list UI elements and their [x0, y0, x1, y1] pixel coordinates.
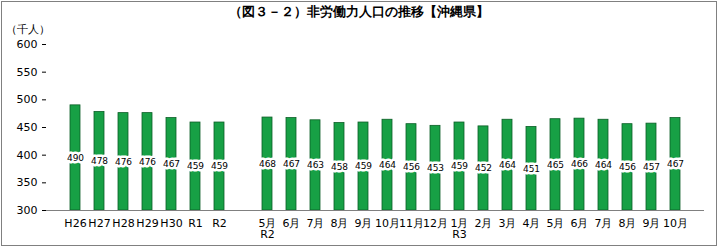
svg-text:500: 500 — [17, 93, 38, 106]
svg-text:H26: H26 — [64, 217, 86, 230]
svg-text:10月: 10月 — [375, 217, 400, 230]
svg-text:457: 457 — [643, 162, 660, 172]
svg-text:4月: 4月 — [523, 217, 541, 230]
svg-text:468: 468 — [259, 159, 276, 169]
svg-text:490: 490 — [67, 153, 84, 163]
svg-text:466: 466 — [571, 159, 588, 169]
svg-text:1月R3: 1月R3 — [451, 217, 469, 241]
svg-text:8月: 8月 — [331, 217, 349, 230]
svg-text:H29: H29 — [136, 217, 158, 230]
svg-text:600: 600 — [17, 38, 38, 51]
svg-text:H30: H30 — [160, 217, 182, 230]
svg-text:452: 452 — [475, 163, 492, 173]
svg-text:R2: R2 — [212, 217, 227, 230]
html-text:（図３－２）非労働力人口の推移【沖縄県】: （図３－２）非労働力人口の推移【沖縄県】 — [229, 4, 489, 19]
svg-text:12月: 12月 — [423, 217, 448, 230]
svg-text:H27: H27 — [88, 217, 110, 230]
svg-text:451: 451 — [523, 164, 540, 174]
svg-text:459: 459 — [211, 161, 228, 171]
svg-text:（千人）: （千人） — [6, 23, 50, 36]
svg-text:464: 464 — [595, 160, 612, 170]
svg-text:300: 300 — [17, 204, 38, 217]
svg-text:10月: 10月 — [663, 217, 688, 230]
svg-text:6月: 6月 — [283, 217, 301, 230]
svg-text:467: 467 — [283, 159, 300, 169]
svg-text:463: 463 — [307, 160, 324, 170]
svg-text:5月R2: 5月R2 — [259, 217, 277, 241]
svg-text:7月: 7月 — [307, 217, 325, 230]
svg-text:464: 464 — [379, 160, 396, 170]
svg-text:456: 456 — [403, 162, 420, 172]
svg-text:467: 467 — [163, 159, 180, 169]
svg-text:11月: 11月 — [399, 217, 424, 230]
svg-text:459: 459 — [187, 161, 204, 171]
svg-text:476: 476 — [139, 157, 156, 167]
svg-text:H28: H28 — [112, 217, 134, 230]
svg-text:8月: 8月 — [619, 217, 637, 230]
svg-text:467: 467 — [667, 159, 684, 169]
svg-text:550: 550 — [17, 66, 38, 79]
svg-text:450: 450 — [17, 121, 38, 134]
svg-text:350: 350 — [17, 176, 38, 189]
svg-text:456: 456 — [619, 162, 636, 172]
svg-text:5月: 5月 — [547, 217, 565, 230]
svg-text:3月: 3月 — [499, 217, 517, 230]
svg-text:478: 478 — [91, 156, 108, 166]
svg-text:464: 464 — [499, 160, 516, 170]
svg-text:400: 400 — [17, 149, 38, 162]
svg-text:R1: R1 — [188, 217, 203, 230]
svg-text:9月: 9月 — [643, 217, 661, 230]
svg-text:465: 465 — [547, 160, 564, 170]
svg-text:458: 458 — [331, 162, 348, 172]
svg-text:6月: 6月 — [571, 217, 589, 230]
svg-text:459: 459 — [355, 161, 372, 171]
svg-text:2月: 2月 — [475, 217, 493, 230]
svg-text:459: 459 — [451, 161, 468, 171]
svg-text:476: 476 — [115, 157, 132, 167]
svg-text:453: 453 — [427, 163, 444, 173]
svg-text:9月: 9月 — [355, 217, 373, 230]
svg-text:7月: 7月 — [595, 217, 613, 230]
